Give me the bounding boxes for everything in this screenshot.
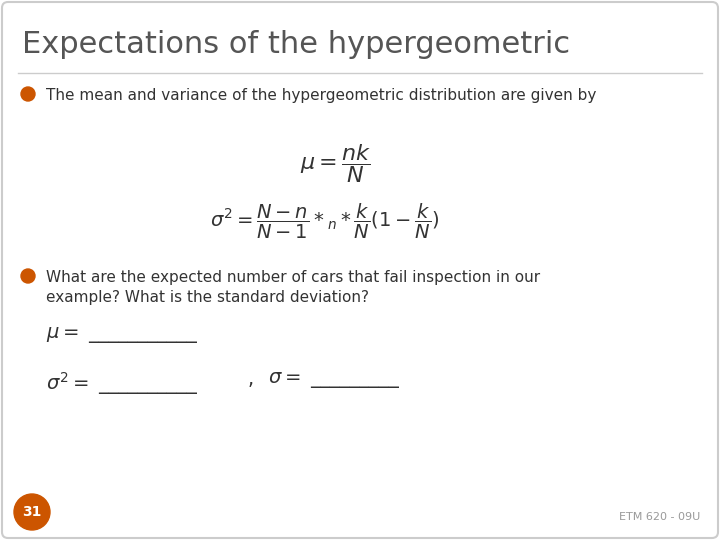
Text: ETM 620 - 09U: ETM 620 - 09U	[618, 512, 700, 522]
Text: Expectations of the hypergeometric: Expectations of the hypergeometric	[22, 30, 570, 59]
Text: 31: 31	[22, 505, 42, 519]
Text: example? What is the standard deviation?: example? What is the standard deviation?	[46, 290, 369, 305]
Text: $\sigma^2 = \dfrac{N-n}{N-1} *_{n} * \dfrac{k}{N}(1 - \dfrac{k}{N})$: $\sigma^2 = \dfrac{N-n}{N-1} *_{n} * \df…	[210, 202, 440, 241]
Text: What are the expected number of cars that fail inspection in our: What are the expected number of cars tha…	[46, 270, 540, 285]
Text: $\mu = $ ___________: $\mu = $ ___________	[46, 325, 198, 345]
Text: $\sigma^2 = $ __________: $\sigma^2 = $ __________	[46, 370, 199, 397]
Text: ,: ,	[248, 370, 254, 389]
Circle shape	[14, 494, 50, 530]
Text: $\mu = \dfrac{nk}{N}$: $\mu = \dfrac{nk}{N}$	[300, 142, 372, 185]
Text: $\sigma = $ _________: $\sigma = $ _________	[268, 370, 400, 390]
Circle shape	[21, 87, 35, 101]
Text: The mean and variance of the hypergeometric distribution are given by: The mean and variance of the hypergeomet…	[46, 88, 596, 103]
Circle shape	[21, 269, 35, 283]
